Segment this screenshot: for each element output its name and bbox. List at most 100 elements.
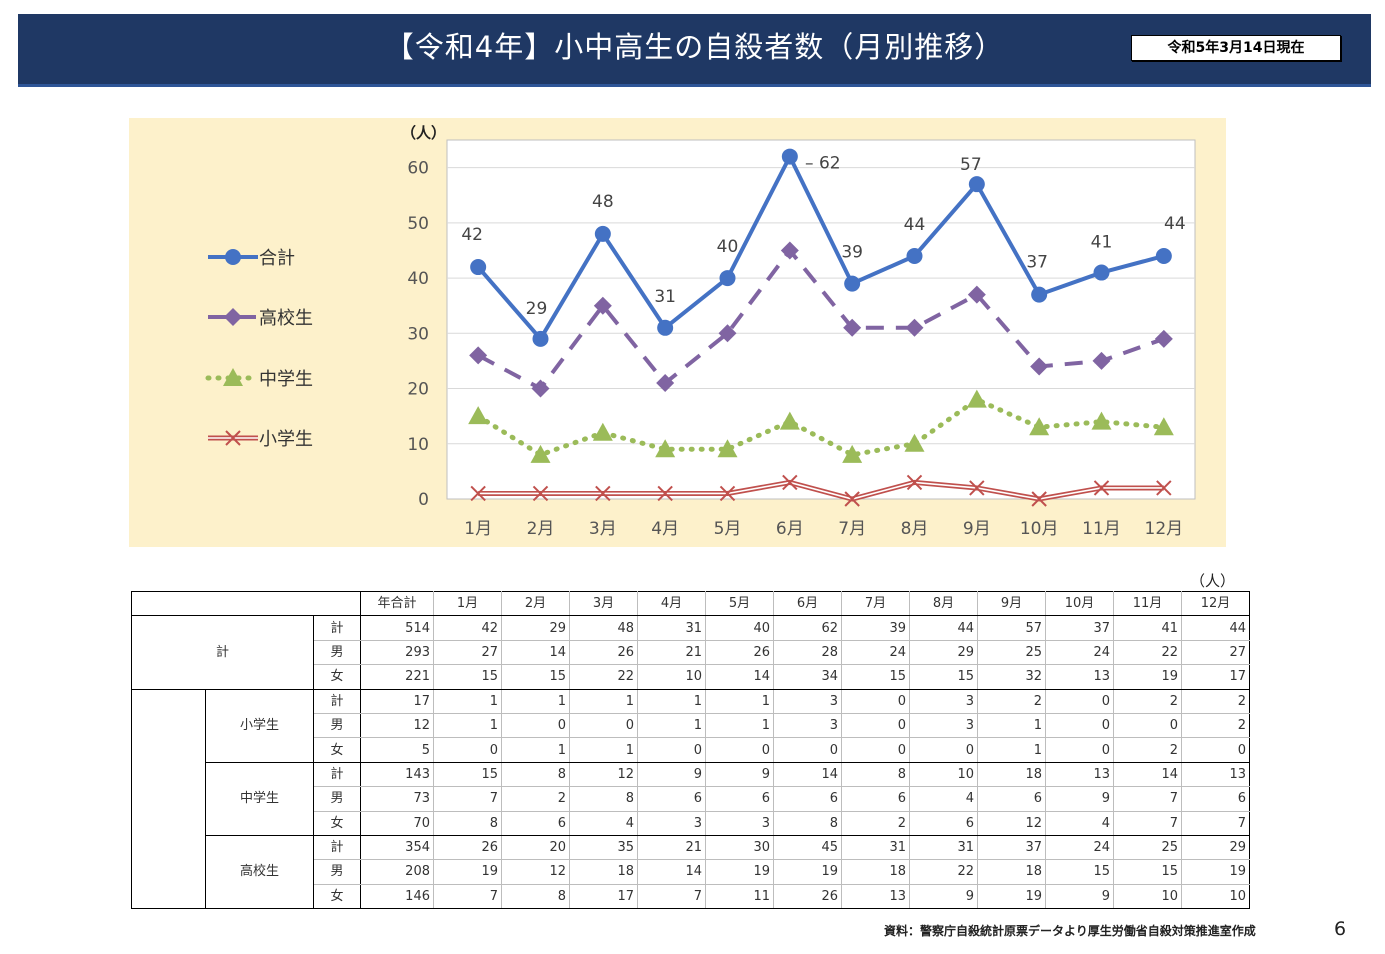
data-point bbox=[656, 374, 675, 393]
table-cell: 7 bbox=[1113, 811, 1182, 836]
table-cell: 15 bbox=[433, 664, 502, 690]
row-label: 計 bbox=[313, 615, 361, 641]
table-cell: 8 bbox=[501, 762, 570, 788]
table-cell: 48 bbox=[569, 615, 638, 641]
data-point bbox=[223, 368, 243, 386]
table-cell: 7 bbox=[637, 884, 706, 910]
table-cell: 31 bbox=[909, 835, 978, 861]
x-tick-label: 3月 bbox=[589, 519, 617, 539]
data-point bbox=[592, 422, 613, 441]
x-tick-label: 2月 bbox=[527, 519, 555, 539]
data-label: 39 bbox=[841, 243, 863, 263]
table-cell: 2 bbox=[1113, 737, 1182, 763]
table-cell: 6 bbox=[501, 811, 570, 836]
x-tick-label: 8月 bbox=[901, 519, 929, 539]
table-cell: 1 bbox=[501, 689, 570, 714]
y-tick-label: 50 bbox=[407, 214, 429, 234]
table-row: 女 221 15 15 22 10 14 34 15 15 32 13 19 17 bbox=[132, 664, 1250, 690]
table-cell: 4 bbox=[909, 786, 978, 812]
table-cell: 73 bbox=[360, 786, 434, 812]
data-label: 48 bbox=[592, 192, 614, 212]
data-point bbox=[530, 444, 551, 463]
table-cell: 1 bbox=[977, 737, 1046, 763]
chart-panel: 0 10 20 30 40 50 60 （人） 1月 2月 3月 4月 5月 6月 7月 8月 9月 10月 11月… bbox=[129, 118, 1226, 547]
table-cell: 18 bbox=[977, 762, 1046, 788]
y-tick-label: 10 bbox=[407, 435, 429, 455]
data-label: 44 bbox=[1164, 214, 1186, 234]
table-cell: 0 bbox=[637, 737, 706, 763]
table-cell: 31 bbox=[637, 615, 706, 641]
data-point bbox=[657, 319, 674, 336]
table-cell: 13 bbox=[1045, 762, 1114, 788]
legend-label: 合計 bbox=[259, 248, 295, 269]
table-cell: 9 bbox=[705, 762, 774, 788]
table-cell: 18 bbox=[569, 859, 638, 885]
x-tick-label: 6月 bbox=[776, 519, 804, 539]
table-cell: 19 bbox=[1113, 664, 1182, 690]
table-cell: 0 bbox=[1045, 689, 1114, 714]
table-cell: 24 bbox=[1045, 835, 1114, 861]
table-cell: 3 bbox=[637, 811, 706, 836]
table-cell: 12 bbox=[360, 713, 434, 739]
table-cell: 14 bbox=[1113, 762, 1182, 788]
table-cell: 4 bbox=[1045, 811, 1114, 836]
legend-label: 中学生 bbox=[259, 369, 313, 390]
x-tick-label: 11月 bbox=[1082, 519, 1121, 539]
data-point bbox=[906, 247, 923, 264]
data-point bbox=[1092, 351, 1111, 370]
table-cell: 17 bbox=[360, 689, 434, 714]
group-label: 小学生 bbox=[204, 689, 315, 763]
table-cell: 1 bbox=[569, 737, 638, 763]
row-label: 女 bbox=[313, 884, 361, 910]
data-point bbox=[779, 411, 800, 430]
x-tick-label: 5月 bbox=[714, 519, 742, 539]
data-point bbox=[718, 324, 737, 343]
data-point bbox=[593, 296, 612, 315]
table-cell: 1 bbox=[705, 689, 774, 714]
data-point bbox=[657, 485, 673, 502]
series-2 bbox=[468, 389, 1174, 463]
table-cell: 1 bbox=[569, 689, 638, 714]
page-number: 6 bbox=[1334, 918, 1347, 940]
table-cell: 293 bbox=[360, 640, 434, 666]
table-cell: 25 bbox=[977, 640, 1046, 666]
table-cell: 17 bbox=[569, 884, 638, 910]
table-cell: 3 bbox=[705, 811, 774, 836]
data-label: 44 bbox=[904, 215, 926, 235]
table-cell: 2 bbox=[1181, 689, 1250, 714]
table-cell: 18 bbox=[977, 859, 1046, 885]
column-header: 年合計 bbox=[360, 590, 434, 617]
data-point bbox=[1156, 480, 1172, 496]
y-tick-label: 20 bbox=[407, 380, 429, 400]
table-cell: 14 bbox=[773, 762, 842, 788]
table-cell: 27 bbox=[1181, 640, 1250, 666]
table-cell: 30 bbox=[705, 835, 774, 861]
row-label: 計 bbox=[313, 762, 361, 788]
table-cell: 3 bbox=[773, 689, 842, 714]
table-cell: 21 bbox=[637, 835, 706, 861]
table-row: 男 208 19 12 18 14 19 19 18 22 18 15 15 19 bbox=[132, 859, 1250, 885]
table-cell: 15 bbox=[501, 664, 570, 690]
data-point bbox=[594, 225, 611, 242]
table-cell: 6 bbox=[1181, 786, 1250, 812]
table-cell: 22 bbox=[569, 664, 638, 690]
y-tick-label: 60 bbox=[407, 159, 429, 179]
column-header: 7月 bbox=[841, 590, 910, 617]
column-header: 1月 bbox=[433, 590, 502, 617]
table-cell: 15 bbox=[1045, 859, 1114, 885]
y-tick-label: 40 bbox=[407, 269, 429, 289]
data-point bbox=[1031, 286, 1048, 303]
column-header: 9月 bbox=[977, 590, 1046, 617]
row-label: 計 bbox=[313, 689, 361, 714]
table-cell: 3 bbox=[909, 689, 978, 714]
data-label: 29 bbox=[526, 299, 548, 319]
table-cell: 6 bbox=[637, 786, 706, 812]
table-cell: 19 bbox=[705, 859, 774, 885]
table-cell: 8 bbox=[773, 811, 842, 836]
row-label: 男 bbox=[313, 640, 361, 666]
group-label: 高校生 bbox=[204, 835, 315, 910]
data-label: 31 bbox=[654, 287, 676, 307]
data-point bbox=[1030, 357, 1049, 376]
data-point bbox=[224, 308, 242, 326]
data-point bbox=[470, 485, 486, 502]
